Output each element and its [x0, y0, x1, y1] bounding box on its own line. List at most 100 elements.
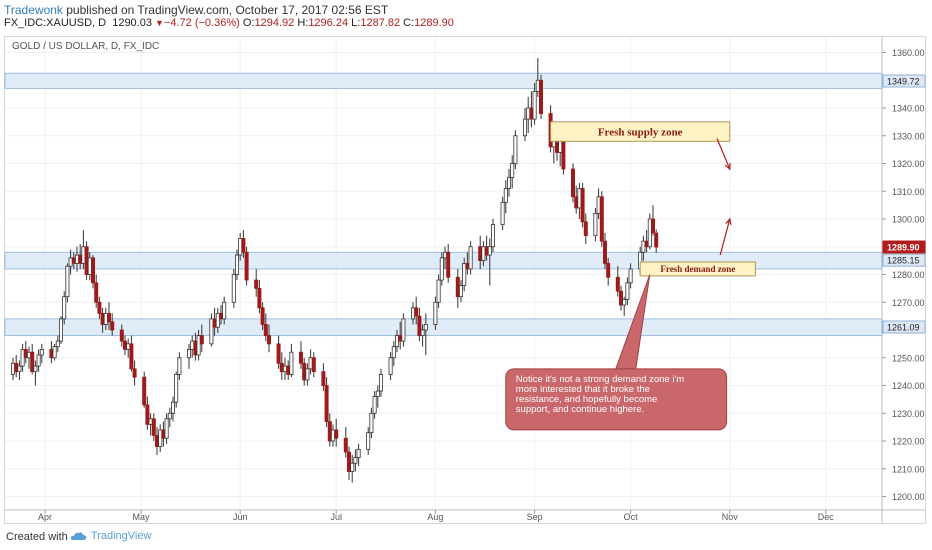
candle-body[interactable]: [321, 371, 326, 386]
candle-body[interactable]: [446, 251, 451, 278]
candle-body[interactable]: [327, 421, 332, 442]
candle-body[interactable]: [196, 335, 201, 356]
candle-body[interactable]: [490, 224, 495, 248]
candle-body[interactable]: [558, 140, 563, 153]
candle-body[interactable]: [391, 346, 396, 359]
candle-body[interactable]: [305, 368, 310, 381]
candle-body[interactable]: [94, 282, 99, 303]
candle-body[interactable]: [481, 246, 486, 262]
candle-body[interactable]: [215, 312, 220, 328]
candle-body[interactable]: [107, 312, 112, 323]
candle-body[interactable]: [26, 351, 31, 359]
candle-body[interactable]: [257, 287, 262, 309]
candle-body[interactable]: [510, 163, 515, 178]
candle-body[interactable]: [59, 318, 64, 342]
candle-body[interactable]: [55, 340, 60, 348]
candle-body[interactable]: [282, 365, 287, 373]
candle-body[interactable]: [279, 362, 284, 373]
candle-body[interactable]: [23, 349, 28, 359]
candle-body[interactable]: [78, 254, 83, 264]
candle-body[interactable]: [100, 312, 105, 325]
author-link[interactable]: Tradewonk: [4, 3, 63, 17]
candle-body[interactable]: [420, 329, 425, 336]
candle-body[interactable]: [49, 349, 54, 359]
candle-body[interactable]: [132, 368, 137, 378]
candle-body[interactable]: [234, 254, 239, 275]
candle-body[interactable]: [103, 312, 108, 325]
candle-body[interactable]: [571, 168, 576, 198]
candle-body[interactable]: [442, 251, 447, 259]
candle-body[interactable]: [369, 412, 374, 434]
candle-body[interactable]: [580, 188, 585, 223]
candle-body[interactable]: [523, 118, 528, 137]
candle-body[interactable]: [484, 246, 489, 256]
candle-body[interactable]: [603, 240, 608, 264]
candle-body[interactable]: [641, 240, 646, 253]
candle-body[interactable]: [468, 246, 473, 270]
candle-body[interactable]: [622, 299, 627, 306]
candle-body[interactable]: [343, 437, 348, 453]
candle-body[interactable]: [286, 365, 291, 375]
candle-body[interactable]: [209, 318, 214, 345]
candle-body[interactable]: [526, 107, 531, 120]
candle-body[interactable]: [353, 457, 358, 464]
candle-body[interactable]: [123, 340, 128, 350]
candle-body[interactable]: [87, 257, 92, 275]
candle-body[interactable]: [334, 429, 339, 439]
candle-body[interactable]: [356, 448, 361, 459]
candle-body[interactable]: [654, 232, 659, 248]
candle-body[interactable]: [308, 357, 313, 370]
candle-body[interactable]: [177, 357, 182, 375]
candle-body[interactable]: [84, 246, 89, 275]
candle-body[interactable]: [439, 257, 444, 281]
candle-body[interactable]: [401, 318, 406, 342]
candle-body[interactable]: [647, 218, 652, 248]
candle-body[interactable]: [388, 357, 393, 375]
candle-body[interactable]: [583, 221, 588, 237]
candle-body[interactable]: [436, 279, 441, 303]
candle-body[interactable]: [110, 321, 115, 331]
candle-body[interactable]: [465, 262, 470, 270]
candle-body[interactable]: [222, 301, 227, 320]
candle-body[interactable]: [126, 343, 131, 350]
candle-body[interactable]: [193, 340, 198, 356]
candle-body[interactable]: [506, 176, 511, 189]
candle-body[interactable]: [14, 362, 19, 373]
candle-body[interactable]: [513, 135, 518, 164]
candle-body[interactable]: [145, 404, 150, 425]
candle-body[interactable]: [596, 196, 601, 214]
candle-body[interactable]: [289, 351, 294, 375]
candle-body[interactable]: [33, 365, 38, 373]
candle-body[interactable]: [615, 276, 620, 292]
candle-body[interactable]: [644, 240, 649, 248]
candle-body[interactable]: [68, 257, 73, 267]
candle-body[interactable]: [330, 429, 335, 442]
candle-body[interactable]: [260, 307, 265, 325]
candle-body[interactable]: [97, 301, 102, 314]
candle-body[interactable]: [350, 462, 355, 472]
candle-body[interactable]: [455, 276, 460, 298]
candle-body[interactable]: [599, 196, 604, 242]
tradingview-logo[interactable]: TradingView: [70, 530, 151, 542]
candle-body[interactable]: [52, 346, 57, 359]
candle-body[interactable]: [62, 296, 67, 320]
candle-body[interactable]: [238, 238, 243, 256]
candle-body[interactable]: [478, 246, 483, 262]
candle-body[interactable]: [298, 351, 303, 364]
candle-body[interactable]: [574, 196, 579, 209]
candle-body[interactable]: [414, 307, 419, 317]
candle-body[interactable]: [212, 318, 217, 328]
candle-body[interactable]: [577, 188, 582, 209]
candle-body[interactable]: [91, 257, 96, 284]
candle-body[interactable]: [394, 335, 399, 348]
candle-body[interactable]: [30, 351, 35, 373]
candle-body[interactable]: [75, 254, 80, 264]
candle-body[interactable]: [366, 432, 371, 450]
candle-body[interactable]: [532, 90, 537, 120]
candle-body[interactable]: [164, 418, 169, 439]
candle-body[interactable]: [10, 362, 15, 375]
candle-body[interactable]: [129, 343, 134, 370]
candle-body[interactable]: [65, 265, 70, 298]
candle-body[interactable]: [529, 107, 534, 120]
candle-body[interactable]: [71, 257, 76, 264]
